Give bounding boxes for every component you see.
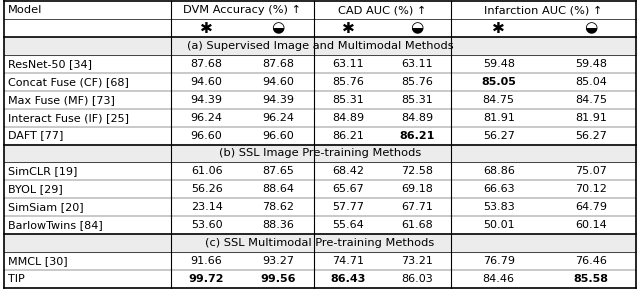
Text: 87.68: 87.68	[191, 59, 223, 69]
Text: 75.07: 75.07	[575, 166, 607, 176]
Text: 99.72: 99.72	[189, 274, 225, 284]
Text: CAD AUC (%) ↑: CAD AUC (%) ↑	[339, 5, 427, 15]
Text: 56.27: 56.27	[575, 131, 607, 140]
Text: TIP: TIP	[8, 274, 24, 284]
Text: 81.91: 81.91	[483, 113, 515, 123]
Text: ◒: ◒	[410, 21, 424, 36]
Text: ResNet-50 [34]: ResNet-50 [34]	[8, 59, 92, 69]
Text: ◒: ◒	[584, 21, 598, 36]
Text: 96.60: 96.60	[191, 131, 223, 140]
Bar	[4, 234, 636, 252]
Text: MMCL [30]: MMCL [30]	[8, 256, 67, 266]
Text: 76.79: 76.79	[483, 256, 515, 266]
Text: 84.89: 84.89	[401, 113, 433, 123]
Text: 85.31: 85.31	[401, 95, 433, 105]
Bar	[4, 144, 636, 162]
Text: Max Fuse (MF) [73]: Max Fuse (MF) [73]	[8, 95, 115, 105]
Text: ✱: ✱	[492, 21, 505, 36]
Text: 53.83: 53.83	[483, 202, 515, 212]
Text: 88.64: 88.64	[262, 184, 294, 194]
Text: Infarction AUC (%) ↑: Infarction AUC (%) ↑	[484, 5, 603, 15]
Text: BarlowTwins [84]: BarlowTwins [84]	[8, 220, 102, 230]
Text: 85.76: 85.76	[332, 77, 364, 87]
Text: 85.76: 85.76	[401, 77, 433, 87]
Text: (a) Supervised Image and Multimodal Methods: (a) Supervised Image and Multimodal Meth…	[187, 41, 453, 51]
Text: 94.60: 94.60	[262, 77, 294, 87]
Text: 84.75: 84.75	[483, 95, 515, 105]
Text: 53.60: 53.60	[191, 220, 222, 230]
Text: 59.48: 59.48	[483, 59, 515, 69]
Text: 84.75: 84.75	[575, 95, 607, 105]
Text: 84.89: 84.89	[332, 113, 364, 123]
Text: 63.11: 63.11	[332, 59, 364, 69]
Text: 50.01: 50.01	[483, 220, 515, 230]
Text: 96.24: 96.24	[191, 113, 223, 123]
Text: SimSiam [20]: SimSiam [20]	[8, 202, 83, 212]
Text: 84.46: 84.46	[483, 274, 515, 284]
Text: 86.03: 86.03	[401, 274, 433, 284]
Text: 61.68: 61.68	[401, 220, 433, 230]
Text: 23.14: 23.14	[191, 202, 223, 212]
Text: DAFT [77]: DAFT [77]	[8, 131, 63, 140]
Text: ◒: ◒	[271, 21, 285, 36]
Text: (b) SSL Image Pre-training Methods: (b) SSL Image Pre-training Methods	[219, 149, 421, 158]
Text: 72.58: 72.58	[401, 166, 433, 176]
Text: 91.66: 91.66	[191, 256, 223, 266]
Text: 76.46: 76.46	[575, 256, 607, 266]
Text: DVM Accuracy (%) ↑: DVM Accuracy (%) ↑	[183, 5, 301, 15]
Text: 67.71: 67.71	[401, 202, 433, 212]
Text: 78.62: 78.62	[262, 202, 294, 212]
Text: 68.86: 68.86	[483, 166, 515, 176]
Text: 87.68: 87.68	[262, 59, 294, 69]
Text: 74.71: 74.71	[332, 256, 364, 266]
Text: 85.31: 85.31	[332, 95, 364, 105]
Text: 86.21: 86.21	[332, 131, 364, 140]
Text: 99.56: 99.56	[260, 274, 296, 284]
Text: (c) SSL Multimodal Pre-training Methods: (c) SSL Multimodal Pre-training Methods	[205, 238, 435, 248]
Text: SimCLR [19]: SimCLR [19]	[8, 166, 77, 176]
Text: 94.60: 94.60	[191, 77, 223, 87]
Text: 88.36: 88.36	[262, 220, 294, 230]
Text: 81.91: 81.91	[575, 113, 607, 123]
Text: 96.60: 96.60	[262, 131, 294, 140]
Text: 85.05: 85.05	[481, 77, 516, 87]
Text: 86.21: 86.21	[399, 131, 435, 140]
Text: 96.24: 96.24	[262, 113, 294, 123]
Text: 57.77: 57.77	[332, 202, 364, 212]
Text: 68.42: 68.42	[332, 166, 364, 176]
Text: 55.64: 55.64	[332, 220, 364, 230]
Text: 70.12: 70.12	[575, 184, 607, 194]
Text: 85.04: 85.04	[575, 77, 607, 87]
Text: ✱: ✱	[200, 21, 213, 36]
Text: 65.67: 65.67	[332, 184, 364, 194]
Text: Interact Fuse (IF) [25]: Interact Fuse (IF) [25]	[8, 113, 129, 123]
Text: 56.27: 56.27	[483, 131, 515, 140]
Text: 59.48: 59.48	[575, 59, 607, 69]
Text: 85.58: 85.58	[573, 274, 609, 284]
Text: 93.27: 93.27	[262, 256, 294, 266]
Text: 73.21: 73.21	[401, 256, 433, 266]
Text: 56.26: 56.26	[191, 184, 223, 194]
Text: Model: Model	[8, 5, 42, 15]
Text: 94.39: 94.39	[262, 95, 294, 105]
Text: 87.65: 87.65	[262, 166, 294, 176]
Text: ✱: ✱	[342, 21, 355, 36]
Text: 61.06: 61.06	[191, 166, 222, 176]
Text: 66.63: 66.63	[483, 184, 515, 194]
Text: 60.14: 60.14	[575, 220, 607, 230]
Text: 69.18: 69.18	[401, 184, 433, 194]
Text: BYOL [29]: BYOL [29]	[8, 184, 63, 194]
Text: 94.39: 94.39	[191, 95, 223, 105]
Text: Concat Fuse (CF) [68]: Concat Fuse (CF) [68]	[8, 77, 129, 87]
Text: 63.11: 63.11	[401, 59, 433, 69]
Text: 64.79: 64.79	[575, 202, 607, 212]
Text: 86.43: 86.43	[330, 274, 365, 284]
Bar	[4, 37, 636, 55]
